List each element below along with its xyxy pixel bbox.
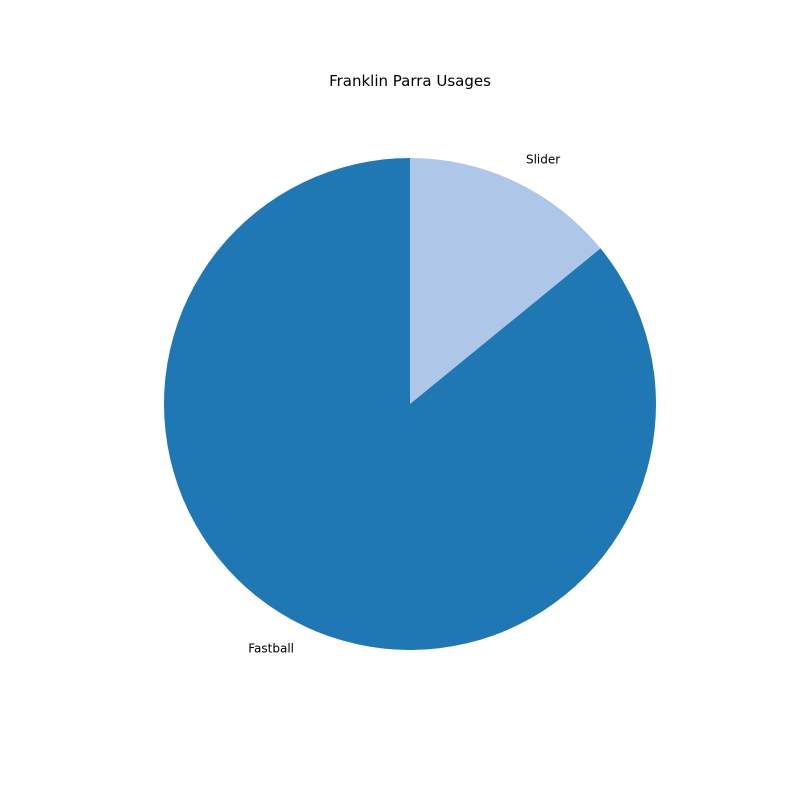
pie-slice-slider — [410, 158, 601, 404]
pie-label-slider: Slider — [526, 153, 560, 167]
pie-labels: Slider Fastball — [248, 153, 560, 656]
pie-slice-fastball — [164, 157, 656, 650]
pie-label-fastball: Fastball — [248, 641, 294, 655]
chart-title: Franklin Parra Usages — [329, 72, 491, 90]
pie-slices — [164, 157, 656, 650]
